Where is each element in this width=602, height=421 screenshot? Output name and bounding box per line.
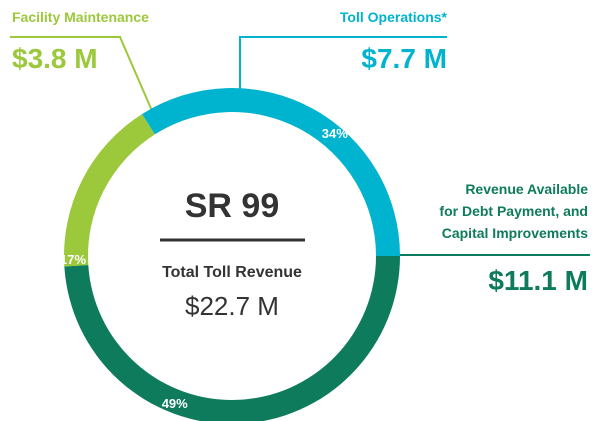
donut-segment bbox=[64, 256, 400, 421]
center-total: $22.7 M bbox=[185, 291, 279, 321]
percent-label: 34% bbox=[322, 126, 348, 141]
percent-label: 49% bbox=[162, 396, 188, 411]
category-label: Revenue Available for Debt Payment, and … bbox=[439, 181, 588, 241]
category-label: Facility Maintenance bbox=[12, 9, 149, 25]
amount-label: $7.7 M bbox=[361, 43, 447, 74]
callout-line bbox=[10, 36, 157, 121]
amount-label: $11.1 M bbox=[488, 265, 588, 296]
callout-line bbox=[239, 36, 447, 92]
donut-segment bbox=[141, 88, 401, 257]
amount-label: $3.8 M bbox=[12, 43, 98, 74]
center-subtitle: Total Toll Revenue bbox=[162, 264, 302, 281]
center-title: SR 99 bbox=[185, 187, 280, 225]
category-label: Toll Operations* bbox=[339, 9, 447, 25]
donut-segment bbox=[64, 114, 155, 267]
percent-label: 17% bbox=[60, 252, 86, 267]
